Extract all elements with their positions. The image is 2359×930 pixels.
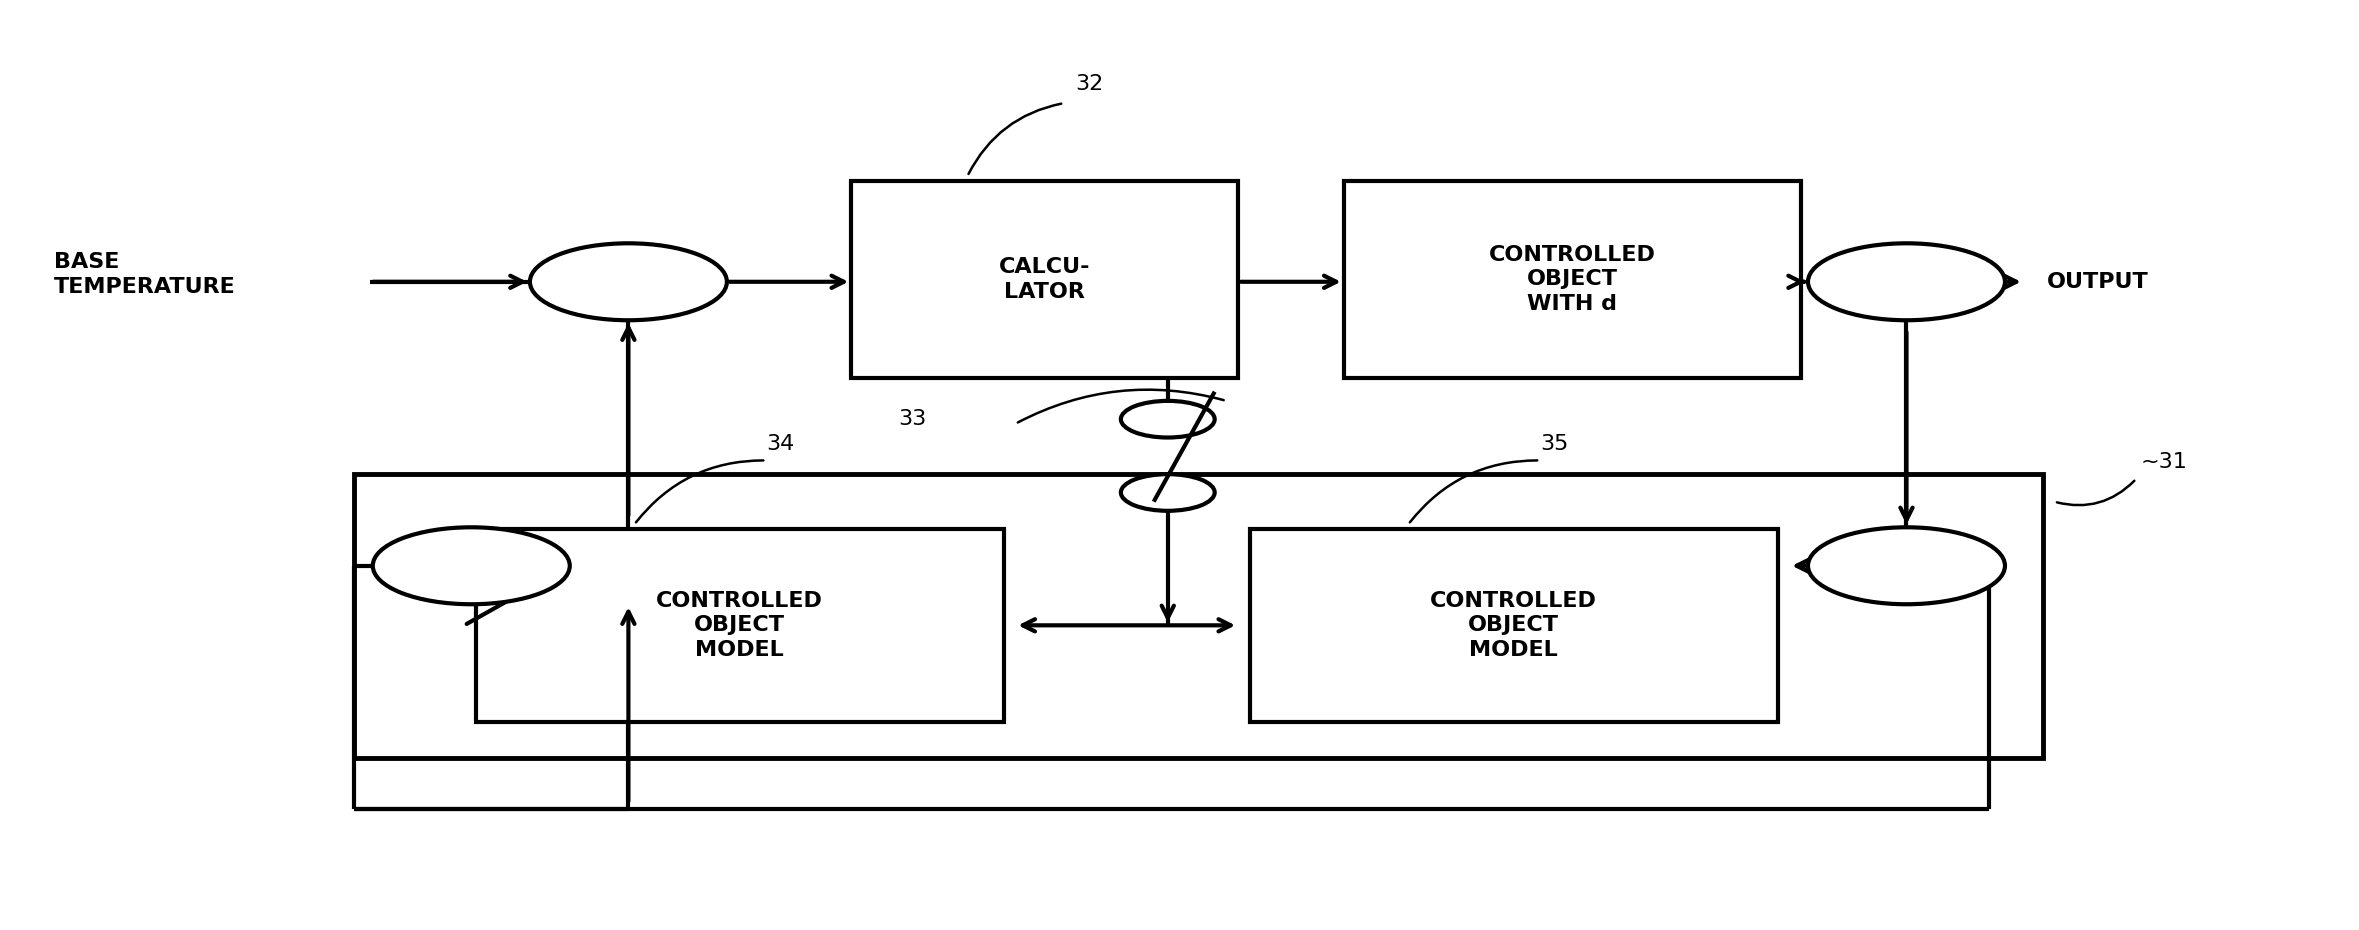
Circle shape bbox=[1807, 527, 2005, 604]
Bar bbox=[852, 181, 1238, 378]
Bar bbox=[354, 474, 2043, 758]
Text: 34: 34 bbox=[767, 434, 795, 454]
Circle shape bbox=[531, 244, 727, 320]
Bar bbox=[1345, 181, 1800, 378]
Text: CONTROLLED
OBJECT
WITH d: CONTROLLED OBJECT WITH d bbox=[1489, 245, 1656, 314]
Circle shape bbox=[1807, 244, 2005, 320]
Bar bbox=[477, 529, 1003, 722]
Text: BASE
TEMPERATURE: BASE TEMPERATURE bbox=[54, 252, 236, 297]
Circle shape bbox=[1121, 474, 1215, 511]
Circle shape bbox=[373, 527, 571, 604]
Text: 33: 33 bbox=[899, 409, 927, 429]
Text: 35: 35 bbox=[1540, 434, 1569, 454]
Text: ~31: ~31 bbox=[2142, 452, 2187, 472]
Text: OUTPUT: OUTPUT bbox=[2048, 272, 2149, 292]
Bar bbox=[1250, 529, 1776, 722]
Text: CONTROLLED
OBJECT
MODEL: CONTROLLED OBJECT MODEL bbox=[656, 591, 823, 660]
Text: CALCU-
LATOR: CALCU- LATOR bbox=[998, 257, 1090, 302]
Text: CONTROLLED
OBJECT
MODEL: CONTROLLED OBJECT MODEL bbox=[1430, 591, 1597, 660]
Circle shape bbox=[1121, 401, 1215, 437]
Text: 32: 32 bbox=[1076, 74, 1104, 94]
